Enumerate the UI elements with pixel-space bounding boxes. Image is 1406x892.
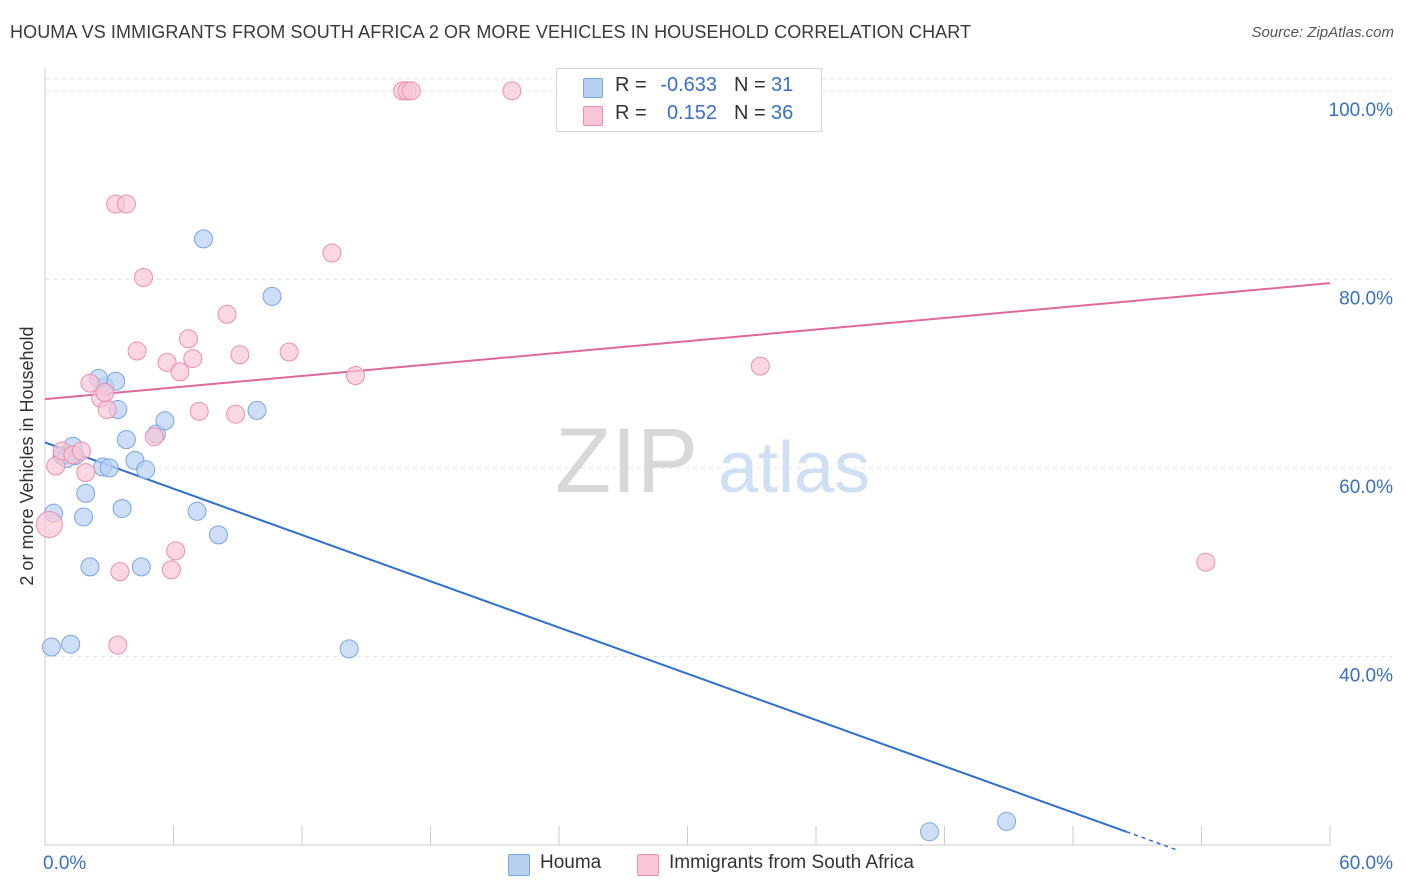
y-tick-label: 100.0%: [1329, 100, 1394, 121]
south-africa-point: [110, 562, 130, 582]
houma-point: [41, 637, 61, 657]
houma-point: [112, 498, 132, 518]
south-africa-point: [279, 342, 299, 362]
houma-point: [131, 557, 151, 577]
n-value: 31: [771, 74, 794, 96]
n-value: 36: [771, 102, 794, 124]
houma-point: [61, 634, 81, 654]
south-africa-point: [116, 194, 136, 214]
south-africa-point: [166, 541, 186, 561]
south-africa-point: [226, 404, 246, 424]
houma-point: [76, 483, 96, 503]
houma-point: [116, 430, 136, 450]
houma-point: [208, 525, 228, 545]
y-tick-label: 80.0%: [1339, 288, 1393, 309]
south-africa-swatch: [583, 106, 603, 126]
houma-trend-line: [44, 441, 1127, 833]
legend-item-south-africa: Immigrants from South Africa: [637, 851, 957, 877]
south-africa-trend-line: [44, 282, 1331, 401]
stats-legend-row-houma: R = -0.633 N = 31: [557, 73, 821, 101]
south-africa-point: [217, 304, 237, 324]
houma-point: [155, 411, 175, 431]
houma-point: [187, 501, 207, 521]
south-africa-point: [502, 81, 522, 101]
south-africa-point: [161, 560, 181, 580]
south-africa-point: [76, 463, 96, 483]
r-label: R =: [615, 102, 647, 124]
houma-point: [74, 507, 94, 527]
axes: [44, 68, 1331, 846]
n-label: N =: [734, 102, 766, 124]
south-africa-point: [346, 366, 366, 386]
south-africa-point: [157, 352, 177, 372]
r-value: 0.152: [666, 102, 717, 124]
watermark: ZIP atlas: [555, 410, 870, 512]
n-label: N =: [734, 74, 766, 96]
south-africa-point: [401, 81, 421, 101]
y-tick-label: 60.0%: [1339, 477, 1393, 498]
south-africa-point: [144, 427, 164, 447]
x-tick-label: 60.0%: [1339, 853, 1393, 874]
stats-legend: R = -0.633 N = 31 R = 0.152 N = 36: [556, 68, 822, 132]
south-africa-point: [95, 383, 115, 403]
grid-lines: [45, 78, 1392, 657]
houma-point: [247, 400, 267, 420]
houma-point: [262, 286, 282, 306]
houma-point: [193, 229, 213, 249]
south-africa-point: [97, 399, 117, 419]
south-africa-point: [134, 268, 154, 288]
south-africa-point: [108, 635, 128, 655]
south-africa-point: [178, 329, 198, 349]
watermark-atlas: atlas: [718, 428, 870, 508]
houma-legend-swatch: [508, 854, 530, 876]
south-africa-point: [127, 341, 147, 361]
y-tick-label: 40.0%: [1339, 665, 1393, 686]
south-africa-point: [183, 349, 203, 369]
data-points: [35, 81, 1216, 842]
trend-lines: [44, 282, 1331, 851]
watermark-zip: ZIP: [555, 410, 698, 512]
r-value: -0.633: [660, 74, 717, 96]
houma-point: [80, 557, 100, 577]
legend-item-houma: Houma: [508, 851, 628, 877]
south-africa-point: [170, 362, 190, 382]
houma-point: [339, 639, 359, 659]
houma-swatch: [583, 78, 603, 98]
south-africa-point: [189, 401, 209, 421]
south-africa-legend-label: Immigrants from South Africa: [669, 852, 914, 873]
houma-trend-extension: [1126, 831, 1177, 851]
south-africa-point: [35, 510, 63, 538]
south-africa-point: [230, 345, 250, 365]
houma-point: [997, 811, 1017, 831]
r-label: R =: [615, 74, 647, 96]
houma-point: [136, 460, 156, 480]
houma-point: [920, 822, 940, 842]
chart-title: HOUMA VS IMMIGRANTS FROM SOUTH AFRICA 2 …: [10, 22, 972, 42]
south-africa-point: [750, 356, 770, 376]
houma-legend-label: Houma: [540, 852, 602, 873]
stats-legend-row-south-africa: R = 0.152 N = 36: [557, 101, 821, 129]
y-axis-label: 2 or more Vehicles in Household: [17, 326, 37, 585]
south-africa-point: [71, 441, 91, 461]
south-africa-point: [322, 243, 342, 263]
tick-labels: 40.0% 60.0% 80.0% 100.0% 0.0% 60.0%: [43, 100, 1393, 874]
south-africa-point: [80, 373, 100, 393]
x-tick-label: 0.0%: [43, 853, 86, 874]
source-label: Source: ZipAtlas.com: [1251, 24, 1394, 41]
south-africa-point: [1196, 552, 1216, 572]
south-africa-legend-swatch: [637, 854, 659, 876]
houma-point: [99, 458, 119, 478]
